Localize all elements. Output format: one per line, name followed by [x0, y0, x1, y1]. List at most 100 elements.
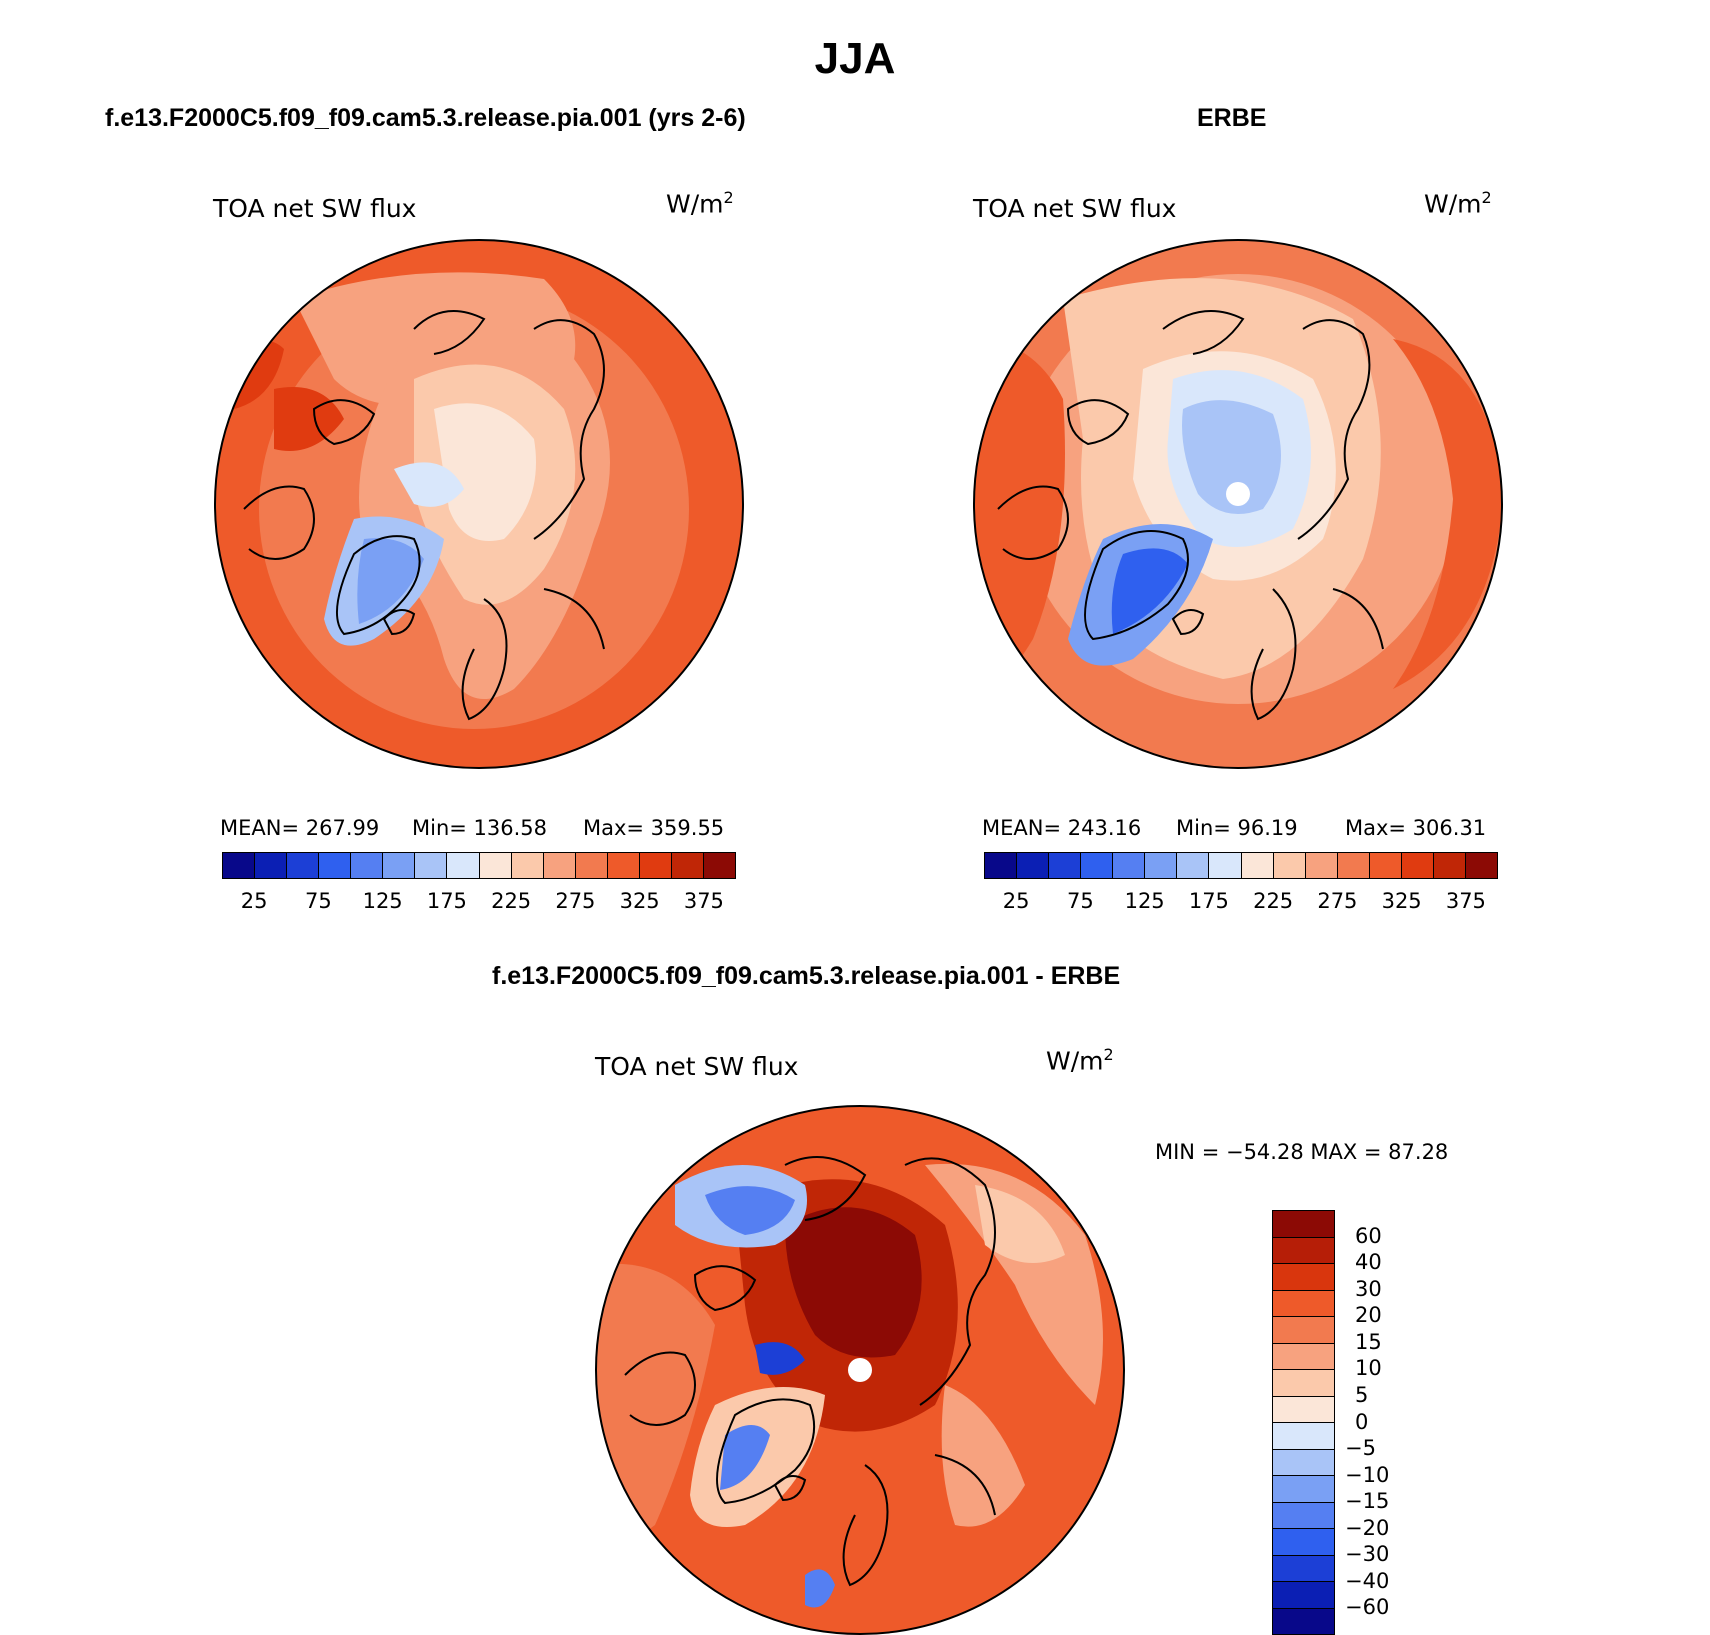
obs-colorbar-swatch	[1209, 853, 1242, 878]
diff-colorbar-tick-label: 20	[1355, 1303, 1382, 1328]
model-colorbar-swatch	[607, 853, 640, 878]
obs-colorbar-swatch	[1337, 853, 1370, 878]
diff-colorbar-tick-label: 15	[1355, 1329, 1382, 1354]
diff-field-region-2	[925, 1163, 1103, 1405]
model-colorbar-swatch	[319, 853, 352, 878]
diff-field-region-5	[785, 1207, 922, 1358]
diff-colorbar-tick-label: 40	[1355, 1250, 1382, 1275]
obs-colorbar-swatch	[1145, 853, 1178, 878]
diff-colorbar-tick-label: −5	[1345, 1436, 1376, 1461]
obs-field-region-2	[1393, 339, 1502, 689]
model-colorbar-tick-label: 75	[305, 889, 332, 913]
obs-colorbar-tick-label: 175	[1188, 889, 1229, 913]
obs-colorbar-swatch	[1241, 853, 1274, 878]
diff-colorbar-swatch	[1273, 1608, 1334, 1634]
model-colorbar-ticks: 25 75 125 175 225 275 325 375	[222, 889, 736, 915]
model-units-label: W/m2	[666, 188, 734, 219]
diff-colorbar-swatch	[1273, 1555, 1334, 1582]
obs-map-border	[973, 239, 1503, 769]
diff-colorbar-tick-label: 0	[1355, 1409, 1369, 1434]
obs-max-label: Max= 306.31	[1345, 816, 1487, 840]
obs-colorbar-swatch	[1017, 853, 1050, 878]
model-colorbar-swatch	[671, 853, 704, 878]
obs-colorbar-tick-label: 25	[1002, 889, 1030, 913]
model-field-region-7	[357, 538, 424, 624]
diff-field-region-7	[705, 1186, 795, 1235]
model-colorbar-swatch	[223, 853, 256, 878]
model-colorbar	[222, 852, 736, 879]
obs-colorbar-swatch	[1273, 853, 1306, 878]
model-field-region-5	[394, 462, 464, 507]
diff-colorbar-tick-label: −10	[1345, 1462, 1390, 1487]
model-colorbar-swatch	[703, 853, 735, 878]
diff-colorbar-ticks: 60 40 30 20 15 10 5 0 −5 −10 −15 −20 −30 −40 −60	[1345, 1210, 1425, 1635]
obs-variable-label: TOA net SW flux	[973, 194, 1177, 223]
model-colorbar-swatch	[511, 853, 544, 878]
model-coastlines	[243, 310, 605, 721]
obs-colorbar-swatch	[1177, 853, 1210, 878]
model-map-border	[214, 239, 744, 769]
diff-colorbar-swatch	[1273, 1502, 1334, 1529]
diff-colorbar-swatch	[1273, 1449, 1334, 1476]
model-colorbar-tick-label: 175	[426, 889, 467, 913]
diff-colorbar-tick-label: −60	[1345, 1595, 1390, 1620]
diff-colorbar-swatch	[1273, 1290, 1334, 1317]
diff-colorbar-tick-label: −20	[1345, 1515, 1390, 1540]
model-colorbar-tick-label: 25	[240, 889, 268, 913]
obs-colorbar-swatch	[1433, 853, 1466, 878]
model-colorbar-swatch	[351, 853, 384, 878]
obs-colorbar-tick-label: 275	[1317, 889, 1358, 913]
obs-field-region-8	[1111, 548, 1188, 634]
obs-colorbar-tick-label: 325	[1381, 889, 1422, 913]
diff-colorbar-tick-label: 5	[1355, 1382, 1369, 1407]
diff-colorbar-swatch	[1273, 1529, 1334, 1556]
model-min-label: Min= 136.58	[412, 816, 548, 840]
model-colorbar-swatch	[447, 853, 480, 878]
diff-field-region-3	[975, 1185, 1065, 1263]
model-max-label: Max= 359.55	[583, 816, 725, 840]
main-title: JJA	[814, 34, 896, 83]
diff-colorbar-tick-label: −30	[1345, 1542, 1390, 1567]
model-colorbar-swatch	[255, 853, 288, 878]
diff-colorbar-tick-label: −15	[1345, 1489, 1390, 1514]
obs-colorbar-tick-label: 375	[1445, 889, 1486, 913]
model-colorbar-swatch	[543, 853, 576, 878]
obs-pole-hole	[1226, 482, 1250, 506]
model-field-region-4	[434, 403, 536, 541]
model-colorbar-swatch	[287, 853, 320, 878]
diff-coastlines	[624, 1156, 996, 1587]
diff-variable-label: TOA net SW flux	[595, 1052, 799, 1081]
diff-field-region-11	[941, 1385, 1025, 1527]
obs-colorbar-tick-label: 225	[1253, 889, 1294, 913]
obs-min-label: Min= 96.19	[1176, 816, 1298, 840]
obs-colorbar-swatch	[985, 853, 1018, 878]
obs-colorbar-swatch	[1081, 853, 1114, 878]
diff-field-region-12	[805, 1569, 835, 1608]
diff-colorbar-swatch	[1273, 1396, 1334, 1423]
diff-panel-title: f.e13.F2000C5.f09_f09.cam5.3.release.pia…	[492, 962, 1121, 990]
model-colorbar-swatch	[639, 853, 672, 878]
obs-polar-map	[973, 239, 1503, 769]
obs-mean-label: MEAN= 243.16	[982, 816, 1142, 840]
obs-colorbar-ticks: 25 75 125 175 225 275 325 375	[984, 889, 1498, 915]
model-polar-map	[214, 239, 744, 769]
obs-colorbar-swatch	[1369, 853, 1402, 878]
model-colorbar-tick-label: 325	[619, 889, 660, 913]
diff-field-region-9	[720, 1425, 770, 1490]
diff-units-label: W/m2	[1046, 1045, 1114, 1076]
diff-colorbar-swatch	[1273, 1582, 1334, 1609]
diff-colorbar-tick-label: 30	[1355, 1276, 1382, 1301]
diff-colorbar-swatch	[1273, 1264, 1334, 1291]
diff-pole-hole	[848, 1358, 872, 1382]
obs-colorbar	[984, 852, 1498, 879]
model-colorbar-swatch	[383, 853, 416, 878]
diff-colorbar-swatch	[1273, 1343, 1334, 1370]
diff-colorbar-tick-label: 60	[1355, 1223, 1382, 1248]
model-variable-label: TOA net SW flux	[213, 194, 417, 223]
diff-colorbar-swatch	[1273, 1423, 1334, 1450]
diff-colorbar-tick-label: −40	[1345, 1568, 1390, 1593]
obs-units-label: W/m2	[1424, 188, 1492, 219]
diff-colorbar-tick-label: 10	[1355, 1356, 1382, 1381]
diff-colorbar-swatch	[1273, 1370, 1334, 1397]
diff-colorbar-swatch	[1273, 1476, 1334, 1503]
